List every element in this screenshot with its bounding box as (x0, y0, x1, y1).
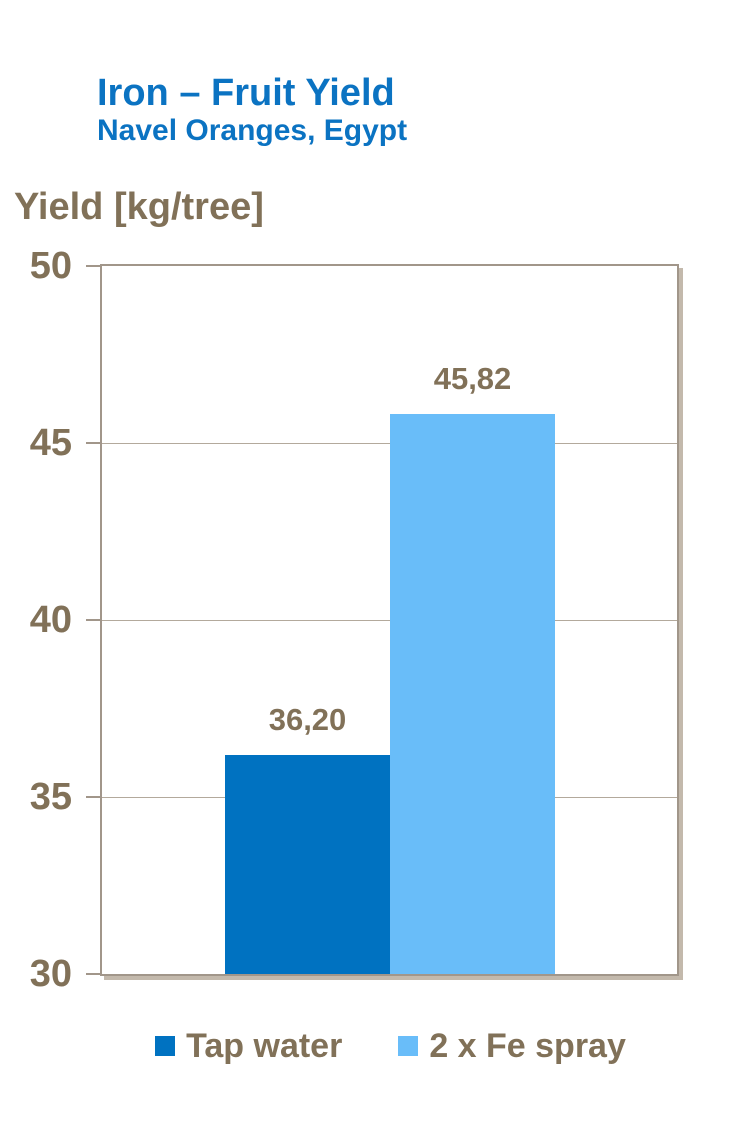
chart-subtitle: Navel Oranges, Egypt (97, 114, 408, 147)
legend-item-2-x-fe-spray: 2 x Fe spray (398, 1029, 626, 1063)
gridline-40 (102, 620, 677, 621)
legend: Tap water 2 x Fe spray (100, 1026, 681, 1066)
y-axis-title: Yield [kg/tree] (14, 186, 264, 228)
y-axis-tick-30 (86, 973, 100, 975)
gridline-45 (102, 443, 677, 444)
bar-value-label-2-x-fe-spray: 45,82 (433, 361, 512, 396)
y-axis-tick-label-45: 45 (29, 422, 72, 464)
plot-area: 36,20 45,82 (100, 264, 679, 976)
bar-2-x-fe-spray (390, 414, 555, 974)
legend-swatch-tap-water (155, 1036, 176, 1056)
legend-label-tap-water: Tap water (186, 1027, 343, 1065)
legend-label-2-x-fe-spray: 2 x Fe spray (429, 1027, 626, 1065)
y-axis-tick-label-30: 30 (29, 953, 72, 995)
bar-value-label-tap-water: 36,20 (268, 702, 347, 737)
y-axis-tick-label-40: 40 (29, 599, 72, 641)
y-axis-tick-45 (86, 442, 100, 444)
y-axis-tick-35 (86, 796, 100, 798)
legend-swatch-2-x-fe-spray (398, 1036, 419, 1056)
y-axis-tick-label-50: 50 (29, 245, 72, 287)
y-axis-tick-40 (86, 619, 100, 621)
bar-tap-water (225, 755, 390, 974)
chart-title: Iron – Fruit Yield (97, 72, 395, 114)
legend-item-tap-water: Tap water (155, 1029, 342, 1063)
y-axis-tick-50 (86, 265, 100, 267)
y-axis-tick-label-35: 35 (29, 776, 72, 818)
